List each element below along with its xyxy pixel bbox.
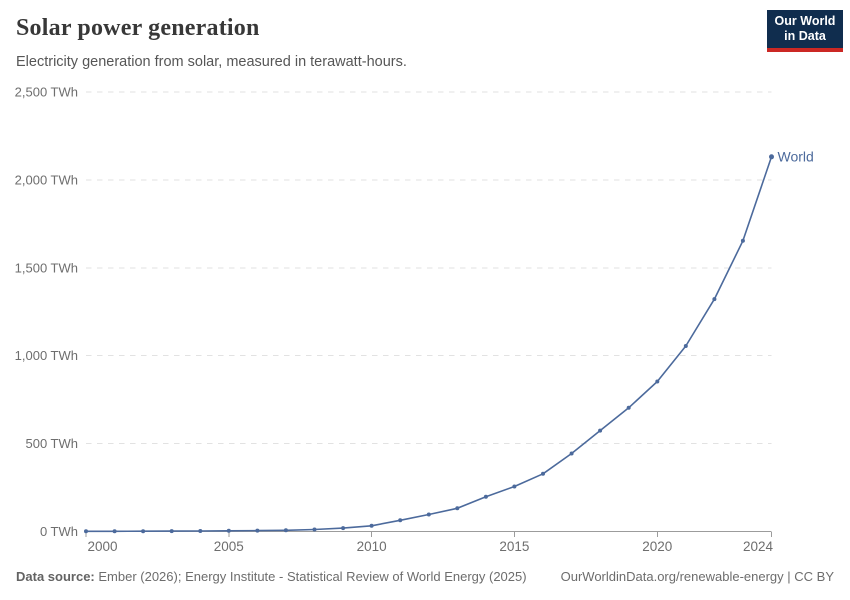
data-point[interactable]: [626, 405, 631, 410]
data-point[interactable]: [712, 297, 717, 302]
data-point[interactable]: [141, 529, 146, 534]
data-points[interactable]: [84, 154, 774, 534]
data-point[interactable]: [769, 154, 774, 160]
page-title: Solar power generation: [16, 15, 260, 41]
data-point[interactable]: [198, 529, 203, 533]
data-point[interactable]: [312, 527, 317, 532]
y-tick-label: 0 TWh: [40, 524, 78, 539]
data-point[interactable]: [84, 529, 88, 534]
data-point[interactable]: [655, 379, 660, 384]
x-tick-label: 2015: [499, 539, 529, 554]
data-point[interactable]: [541, 471, 545, 476]
owid-logo[interactable]: Our World in Data: [767, 10, 843, 52]
data-point[interactable]: [740, 238, 745, 243]
data-point[interactable]: [683, 344, 688, 348]
data-point[interactable]: [369, 523, 374, 528]
x-tick-label: 2000: [88, 539, 118, 554]
y-tick-label: 2,000 TWh: [15, 172, 78, 187]
x-tick-label: 2005: [214, 539, 244, 554]
data-point[interactable]: [341, 526, 346, 531]
chart-line[interactable]: [85, 156, 773, 533]
data-point[interactable]: [255, 528, 260, 533]
chart-footer: Data source: Ember (2026); Energy Instit…: [16, 569, 834, 584]
data-source-text: Ember (2026); Energy Institute - Statist…: [94, 569, 527, 584]
data-point[interactable]: [483, 494, 488, 499]
x-tick-label: 2020: [642, 539, 672, 554]
data-point[interactable]: [455, 506, 460, 511]
data-point[interactable]: [426, 512, 431, 517]
chart-subtitle: Electricity generation from solar, measu…: [16, 54, 407, 70]
data-source-line: Data source: Ember (2026); Energy Instit…: [16, 569, 527, 584]
data-point[interactable]: [569, 451, 574, 456]
owid-logo-line1: Our World: [774, 14, 836, 29]
data-point[interactable]: [398, 518, 403, 523]
data-point[interactable]: [598, 428, 603, 433]
data-point[interactable]: [283, 528, 288, 533]
owid-logo-text: Our World in Data: [767, 10, 843, 48]
owid-attribution-link[interactable]: OurWorldinData.org/renewable-energy | CC…: [560, 569, 834, 584]
data-point[interactable]: [226, 528, 231, 533]
data-source-label: Data source:: [16, 569, 95, 584]
owid-logo-red-bar: [767, 48, 843, 52]
data-point[interactable]: [169, 529, 174, 534]
y-tick-label: 1,000 TWh: [15, 348, 78, 363]
series-label-world[interactable]: World: [778, 148, 814, 164]
x-tick-label: 2010: [357, 539, 387, 554]
owid-logo-line2: in Data: [784, 29, 826, 43]
x-tick-label: 2024: [743, 539, 774, 554]
y-tick-label: 1,500 TWh: [15, 260, 78, 275]
data-point[interactable]: [112, 529, 117, 534]
data-point[interactable]: [512, 484, 517, 489]
y-tick-label: 2,500 TWh: [15, 85, 78, 100]
y-tick-label: 500 TWh: [25, 436, 78, 451]
